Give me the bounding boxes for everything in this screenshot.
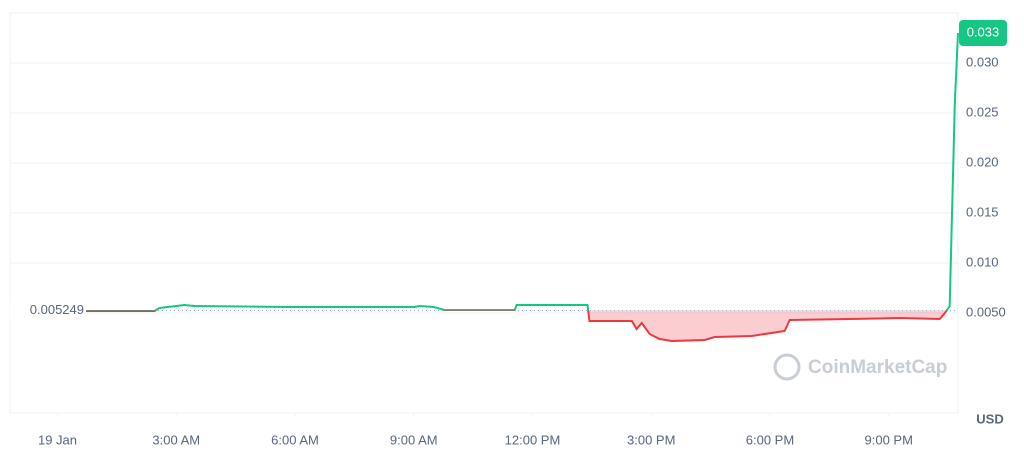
x-tick-label: 6:00 PM (746, 432, 794, 447)
currency-label: USD (976, 411, 1003, 426)
area-below (84, 310, 947, 341)
line-down (84, 310, 948, 343)
y-tick-label: 0.030 (966, 54, 999, 69)
watermark: CoinMarketCap (773, 353, 947, 381)
watermark-text: CoinMarketCap (808, 357, 947, 378)
x-tick-label: 19 Jan (38, 432, 77, 447)
x-tick-label: 12:00 PM (505, 432, 561, 447)
line-up (84, 32, 959, 311)
y-tick-label: 0.020 (966, 154, 999, 169)
baseline-label-bg (10, 301, 86, 320)
y-tick-label: 0.0050 (966, 304, 1006, 319)
last-price-label: 0.033 (967, 24, 1000, 39)
baseline-label: 0.005249 (30, 302, 84, 317)
y-tick-label: 0.015 (966, 204, 999, 219)
x-tick-label: 3:00 AM (152, 432, 200, 447)
x-tick-label: 3:00 PM (627, 432, 675, 447)
last-price-badge (959, 20, 1007, 46)
x-tick-label: 6:00 AM (271, 432, 319, 447)
y-tick-label: 0.025 (966, 104, 999, 119)
x-tick-label: 9:00 AM (390, 432, 438, 447)
x-tick-label: 9:00 PM (865, 432, 913, 447)
y-tick-label: 0.010 (966, 254, 999, 269)
